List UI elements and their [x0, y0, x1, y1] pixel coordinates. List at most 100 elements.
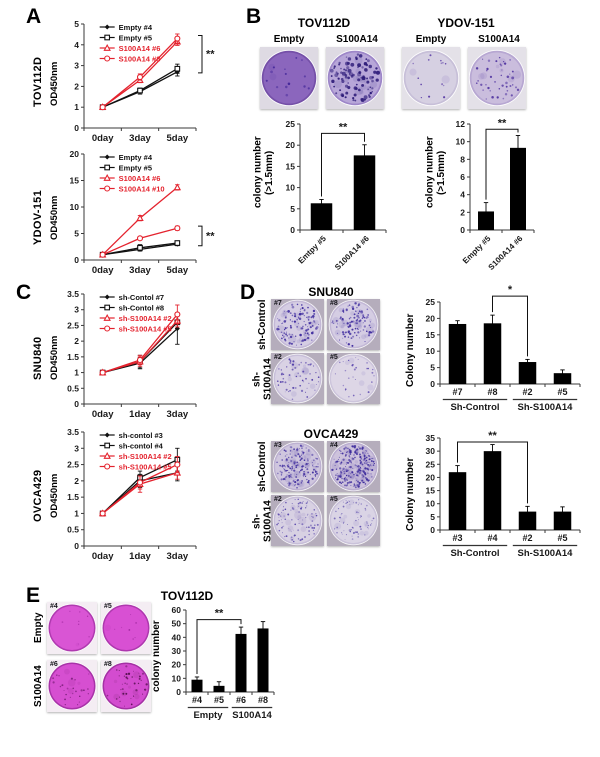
- svg-text:8: 8: [460, 154, 465, 164]
- svg-text:40: 40: [172, 632, 182, 642]
- svg-text:0: 0: [74, 399, 79, 409]
- condition-label-empty-ydov: Empty: [415, 34, 447, 45]
- svg-text:2.5: 2.5: [67, 320, 79, 330]
- svg-text:10: 10: [286, 183, 296, 193]
- svg-text:sh-S100A14 #2: sh-S100A14 #2: [119, 314, 172, 323]
- dish-corner-label: #4: [50, 603, 58, 610]
- svg-text:S100A14 #6: S100A14 #6: [119, 44, 161, 53]
- y-axis-label-colony-number-b2: colony number: [424, 136, 436, 209]
- svg-text:#8: #8: [258, 695, 268, 705]
- svg-text:5: 5: [430, 363, 435, 373]
- svg-text:2: 2: [74, 476, 79, 486]
- dish-photo-snu840-sh7: #7: [271, 299, 324, 350]
- cell-line-label-snu840: SNU840: [32, 336, 44, 380]
- svg-text:Empty #4: Empty #4: [119, 23, 153, 32]
- svg-text:S100A14 #6: S100A14 #6: [487, 234, 525, 272]
- dish-corner-label: #5: [330, 496, 338, 503]
- dish-photo-ovca429-sh2: #2: [271, 495, 324, 546]
- svg-text:Sh-S100A14: Sh-S100A14: [518, 402, 574, 413]
- y-axis-label-colony-number-e: colony number: [151, 620, 162, 692]
- line-chart-ovca429-growth: 0 0.5 1 1.5 2 2.5 3 3.5 0day 1day 3day sh-contol #3…: [67, 428, 197, 562]
- row-label-empty-e: Empty: [33, 612, 44, 644]
- svg-text:sh-S100A14 #5: sh-S100A14 #5: [119, 462, 172, 471]
- svg-text:**: **: [206, 230, 215, 242]
- y-axis-label-size-b2: (>1.5mm): [436, 150, 447, 196]
- culture-dish: [328, 299, 379, 350]
- svg-text:#3: #3: [452, 533, 462, 543]
- svg-text:30: 30: [426, 446, 436, 456]
- svg-text:S100A14 #8: S100A14 #8: [119, 54, 161, 63]
- svg-text:#5: #5: [214, 695, 224, 705]
- svg-text:20: 20: [426, 472, 436, 482]
- culture-dish: [328, 353, 379, 404]
- svg-text:#4: #4: [487, 533, 497, 543]
- row-label-s100a14-e: S100A14: [33, 665, 44, 707]
- svg-text:**: **: [339, 121, 348, 133]
- svg-text:3.5: 3.5: [67, 290, 79, 299]
- svg-text:sh-S100A14 #2: sh-S100A14 #2: [119, 452, 172, 461]
- svg-text:25: 25: [426, 297, 436, 307]
- svg-text:0.5: 0.5: [67, 525, 79, 535]
- culture-dish: [328, 441, 379, 492]
- svg-text:sh-contol #3: sh-contol #3: [119, 431, 163, 440]
- svg-text:20: 20: [172, 660, 182, 670]
- dish-corner-label: #7: [274, 300, 282, 307]
- svg-text:10: 10: [426, 346, 436, 356]
- svg-text:#5: #5: [557, 387, 567, 397]
- row-label-sh-control-snu840: sh-Control: [257, 299, 268, 350]
- dish-photo-tov112d-s100a14: [326, 47, 384, 109]
- dish-photo-snu840-sh5: #5: [327, 353, 380, 404]
- svg-text:15: 15: [70, 176, 80, 186]
- svg-text:sh-Contol #7: sh-Contol #7: [119, 293, 164, 302]
- dish-photo-ovca429-sh5: #5: [327, 495, 380, 546]
- svg-text:1: 1: [74, 102, 79, 112]
- svg-text:#7: #7: [452, 387, 462, 397]
- svg-text:3day: 3day: [129, 265, 151, 276]
- svg-text:0day: 0day: [92, 265, 114, 276]
- svg-text:0: 0: [74, 255, 79, 265]
- culture-dish: [272, 353, 323, 404]
- title-tov112d-softagar: TOV112D: [160, 589, 214, 603]
- svg-text:0: 0: [290, 225, 295, 235]
- dish-photo-ovca429-sh3: #3: [271, 441, 324, 492]
- svg-text:20: 20: [286, 140, 296, 150]
- svg-text:50: 50: [172, 619, 182, 629]
- svg-text:10: 10: [426, 499, 436, 509]
- svg-text:0: 0: [430, 525, 435, 535]
- dish-photo-e-s100a14-8: #8: [101, 660, 151, 712]
- svg-text:0day: 0day: [92, 551, 114, 562]
- cell-line-label-ovca429: OVCA429: [32, 469, 44, 523]
- svg-text:#8: #8: [487, 387, 497, 397]
- svg-text:1day: 1day: [129, 551, 151, 562]
- svg-text:#4: #4: [192, 695, 202, 705]
- svg-text:**: **: [488, 430, 497, 442]
- dish-photo-ovca429-sh4: #4: [327, 441, 380, 492]
- dish-photo-ydov151-empty: [402, 47, 460, 109]
- svg-text:**: **: [498, 117, 507, 129]
- soft-agar-dish: [101, 661, 151, 711]
- soft-agar-dish: [101, 603, 151, 653]
- dish-photo-tov112d-empty: [260, 47, 318, 109]
- culture-dish: [468, 49, 526, 107]
- culture-dish: [260, 49, 318, 107]
- title-tov112d-colony: TOV112D: [297, 16, 351, 30]
- y-axis-label-od450-c2: OD450nm: [49, 473, 60, 519]
- y-axis-label-size-b1: (>1.5mm): [264, 150, 275, 196]
- svg-text:sh-contol #4: sh-contol #4: [119, 441, 164, 450]
- svg-text:6: 6: [460, 172, 465, 182]
- row-label-sh-s100a14-ovca429: sh-S100A14: [251, 500, 274, 543]
- line-chart-snu840-growth: 0 0.5 1 1.5 2 2.5 3 3.5 0day 1day 3day sh-Contol #7…: [67, 290, 197, 420]
- culture-dish: [272, 299, 323, 350]
- bar-chart-tov112d-colony: 0 5 10 15 20 25 Emtpy #5 S100A14 #6 **: [286, 119, 387, 272]
- row-label-sh-control-ovca429: sh-Control: [257, 441, 268, 492]
- svg-text:15: 15: [286, 161, 296, 171]
- dish-corner-label: #2: [274, 354, 282, 361]
- condition-label-empty-tov: Empty: [273, 34, 305, 45]
- svg-text:25: 25: [426, 459, 436, 469]
- panel-a-letter: A: [26, 5, 42, 28]
- y-axis-label-colony-number-d2: Colony number: [405, 457, 416, 531]
- svg-text:3: 3: [74, 61, 79, 71]
- row-label-sh-s100a14-snu840: sh-S100A14: [251, 358, 274, 401]
- soft-agar-dish: [47, 603, 97, 653]
